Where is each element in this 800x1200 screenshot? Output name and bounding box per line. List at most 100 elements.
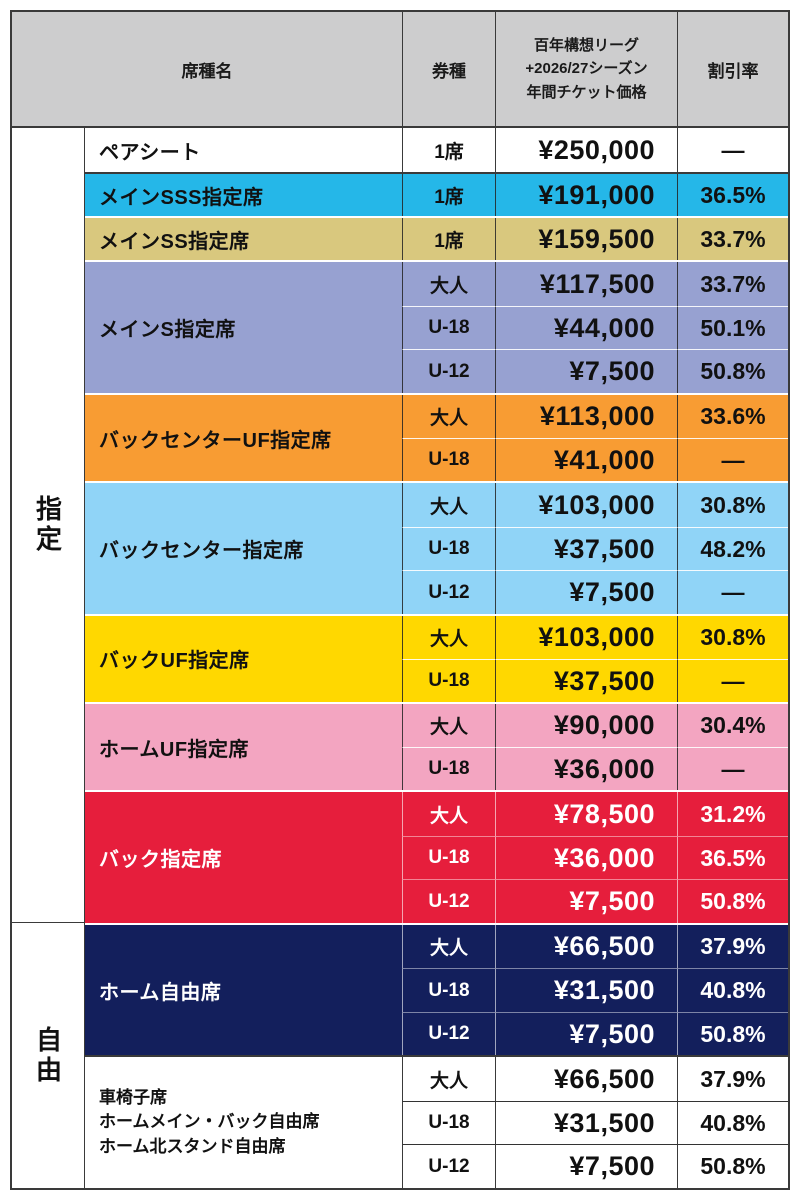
ticket-price: ¥103,000 (495, 615, 677, 659)
discount-rate: 40.8% (677, 968, 788, 1012)
seat-name: バック指定席 (99, 849, 222, 872)
ticket-type: 大人 (402, 924, 495, 969)
seat-name: メインSSS指定席 (99, 186, 264, 209)
header-row: 席種名 券種 百年構想リーグ +2026/27シーズン 年間チケット価格 割引率 (12, 12, 788, 128)
ticket-price: ¥31,500 (495, 1100, 677, 1145)
ticket-price: ¥117,500 (495, 262, 677, 306)
ticket-type: 大人 (402, 262, 495, 306)
discount-rate: 30.4% (677, 704, 788, 748)
seat-section: メインSS指定席 1席 ¥159,500 33.7% (85, 216, 788, 261)
ticket-type: 大人 (402, 394, 495, 439)
ticket-price: ¥36,000 (495, 835, 677, 880)
discount-rate: 50.8% (677, 1011, 788, 1056)
discount-rate: — (677, 438, 788, 482)
discount-rate: — (677, 747, 788, 791)
discount-rate: 36.5% (677, 174, 788, 217)
ticket-price: ¥7,500 (495, 349, 677, 393)
header-ticket-type: 券種 (402, 12, 495, 126)
category-strip: 指定 自由 (12, 128, 85, 1188)
discount-rate: 48.2% (677, 526, 788, 571)
ticket-type: U-18 (402, 438, 495, 482)
pricing-table: 席種名 券種 百年構想リーグ +2026/27シーズン 年間チケット価格 割引率… (10, 10, 790, 1190)
category-free-label: 自由 (32, 1025, 63, 1086)
seat-section: バックセンターUF指定席 大人 ¥113,000 33.6% U-18 ¥41,000— (85, 392, 788, 482)
discount-rate: 31.2% (677, 792, 788, 836)
header-discount-rate: 割引率 (677, 12, 788, 126)
seat-section: メインSSS指定席 1席 ¥191,000 36.5% (85, 172, 788, 217)
ticket-type: 大人 (402, 483, 495, 527)
ticket-price: ¥103,000 (495, 483, 677, 527)
ticket-price: ¥37,500 (495, 526, 677, 571)
seat-name: メインSS指定席 (99, 230, 250, 253)
seat-name: バックセンター指定席 (99, 540, 304, 563)
seat-section: バックセンター指定席 大人 ¥103,000 30.8% U-18 ¥37,500 48.2… (85, 481, 788, 614)
seat-section: ホーム自由席 大人 ¥66,500 37.9% U-18 ¥31,500 40.8% U-12… (85, 922, 788, 1056)
ticket-type: 大人 (402, 615, 495, 659)
ticket-type: 大人 (402, 704, 495, 748)
ticket-price: ¥66,500 (495, 1057, 677, 1101)
header-price: 百年構想リーグ +2026/27シーズン 年間チケット価格 (495, 12, 677, 126)
category-cell-free: 自由 (12, 923, 84, 1188)
seat-name: バックUF指定席 (99, 650, 250, 673)
seat-name: 車椅子席 ホームメイン・バック自由席 ホーム北スタンド自由席 (99, 1087, 320, 1157)
discount-rate: 36.5% (677, 835, 788, 880)
seat-name: ペアシート (99, 141, 201, 164)
ticket-type: U-18 (402, 526, 495, 571)
seat-section: バック指定席 大人 ¥78,500 31.2% U-18 ¥36,000 36.5% U-12… (85, 790, 788, 923)
ticket-type: U-18 (402, 658, 495, 703)
seat-section: メインS指定席 大人 ¥117,500 33.7% U-18 ¥44,000 50.1% U-… (85, 260, 788, 393)
discount-rate: 30.8% (677, 615, 788, 659)
ticket-price: ¥7,500 (495, 879, 677, 923)
ticket-type: U-12 (402, 1144, 495, 1188)
ticket-price: ¥44,000 (495, 305, 677, 350)
discount-rate: 30.8% (677, 483, 788, 527)
ticket-price: ¥7,500 (495, 570, 677, 614)
ticket-price: ¥7,500 (495, 1011, 677, 1056)
ticket-type: 大人 (402, 792, 495, 836)
discount-rate: 40.8% (677, 1100, 788, 1145)
ticket-price: ¥191,000 (495, 174, 677, 217)
ticket-type: U-12 (402, 879, 495, 923)
seat-section: ペアシート 1席 ¥250,000— (85, 128, 788, 173)
discount-rate: 33.7% (677, 262, 788, 306)
category-cell-reserved: 指定 (12, 128, 84, 923)
ticket-type: U-12 (402, 349, 495, 393)
ticket-price: ¥250,000 (495, 128, 677, 173)
table-body: 指定 自由 ペアシート 1席 ¥250,000— メインSSS指定席 1席 ¥191,00… (12, 128, 788, 1188)
ticket-type: U-18 (402, 1100, 495, 1145)
ticket-type: 1席 (402, 174, 495, 217)
ticket-type: U-18 (402, 968, 495, 1012)
discount-rate: 50.8% (677, 1144, 788, 1188)
seat-name: ホームUF指定席 (99, 738, 250, 761)
discount-rate: 33.6% (677, 394, 788, 439)
header-seat-type: 席種名 (181, 61, 233, 81)
ticket-type: U-18 (402, 747, 495, 791)
seat-name: メインS指定席 (99, 319, 236, 342)
ticket-type: U-12 (402, 1011, 495, 1056)
ticket-price: ¥159,500 (495, 218, 677, 261)
discount-rate: — (677, 570, 788, 614)
ticket-price: ¥66,500 (495, 924, 677, 969)
ticket-price: ¥41,000 (495, 438, 677, 482)
ticket-type: U-12 (402, 570, 495, 614)
ticket-price: ¥37,500 (495, 658, 677, 703)
ticket-type: U-18 (402, 305, 495, 350)
seat-name: ホーム自由席 (99, 981, 222, 1004)
discount-rate: 33.7% (677, 218, 788, 261)
ticket-type: 1席 (402, 128, 495, 173)
ticket-type: 大人 (402, 1057, 495, 1101)
seat-section: バックUF指定席 大人 ¥103,000 30.8% U-18 ¥37,500— (85, 613, 788, 703)
seat-section: ホームUF指定席 大人 ¥90,000 30.4% U-18 ¥36,000— (85, 702, 788, 791)
discount-rate: — (677, 658, 788, 703)
ticket-price: ¥78,500 (495, 792, 677, 836)
seat-name: バックセンターUF指定席 (99, 429, 332, 452)
discount-rate: 50.8% (677, 349, 788, 393)
ticket-type: 1席 (402, 218, 495, 261)
ticket-price: ¥90,000 (495, 704, 677, 748)
category-reserved-label: 指定 (32, 495, 63, 555)
ticket-price: ¥31,500 (495, 968, 677, 1012)
discount-rate: 37.9% (677, 1057, 788, 1101)
discount-rate: 50.8% (677, 879, 788, 923)
ticket-type: U-18 (402, 835, 495, 880)
